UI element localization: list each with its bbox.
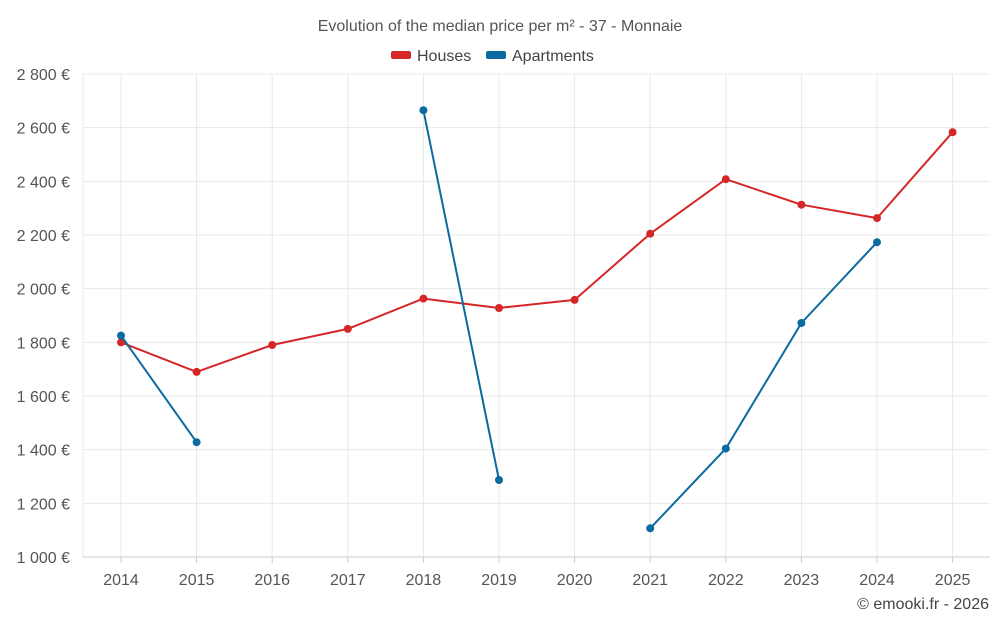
y-gridlines xyxy=(83,73,990,504)
data-point-houses[interactable] xyxy=(117,338,125,347)
data-point-houses[interactable] xyxy=(721,175,730,184)
y-tick-label: 1 000 € xyxy=(17,550,70,567)
data-point-houses[interactable] xyxy=(873,214,881,223)
x-tick-label: 2023 xyxy=(784,572,820,589)
chart-title: Evolution of the median price per m² - 3… xyxy=(318,18,683,35)
series-apartments xyxy=(117,106,881,533)
x-tick-label: 2021 xyxy=(632,572,668,589)
series-layer xyxy=(117,106,957,533)
series-line-apartments xyxy=(120,334,198,444)
legend-swatch-houses xyxy=(391,51,411,59)
data-point-apartments[interactable] xyxy=(721,444,730,453)
chart-credit: © emooki.fr - 2026 xyxy=(857,596,989,613)
series-line-apartments xyxy=(649,241,878,530)
legend-item-apartments[interactable]: Apartments xyxy=(486,48,594,65)
data-point-houses[interactable] xyxy=(343,324,352,333)
data-point-houses[interactable] xyxy=(570,295,579,304)
legend: Houses Apartments xyxy=(391,48,594,65)
data-point-apartments[interactable] xyxy=(646,524,655,533)
legend-label-houses: Houses xyxy=(417,48,471,65)
x-tick-label: 2019 xyxy=(481,572,517,589)
y-tick-label: 2 400 € xyxy=(17,174,70,191)
legend-swatch-apartments xyxy=(486,51,506,59)
data-point-houses[interactable] xyxy=(646,229,655,238)
x-tick-label: 2025 xyxy=(935,572,971,589)
data-point-houses[interactable] xyxy=(495,304,503,312)
y-tick-label: 1 600 € xyxy=(17,389,70,406)
y-tick-label: 2 800 € xyxy=(17,67,70,84)
series-line-apartments xyxy=(422,109,500,481)
y-tick-label: 1 400 € xyxy=(17,443,70,460)
x-axis-ticks: 2014 2015 2016 2017 2018 2019 2020 2021 2022 2023… xyxy=(103,557,970,589)
series-houses xyxy=(117,128,957,376)
data-point-apartments[interactable] xyxy=(495,476,503,484)
y-tick-label: 1 800 € xyxy=(17,335,70,352)
data-point-houses[interactable] xyxy=(192,367,201,376)
data-point-houses[interactable] xyxy=(268,341,277,349)
x-tick-label: 2017 xyxy=(330,572,366,589)
data-point-houses[interactable] xyxy=(419,294,428,303)
y-axis-ticks: 1 000 € 1 200 € 1 400 € 1 600 € 1 800 € 2 000… xyxy=(17,67,70,567)
x-gridlines xyxy=(82,74,954,557)
x-tick-label: 2014 xyxy=(103,572,139,589)
data-point-apartments[interactable] xyxy=(873,238,881,247)
data-point-apartments[interactable] xyxy=(117,331,125,340)
data-point-apartments[interactable] xyxy=(797,319,806,327)
y-tick-label: 2 200 € xyxy=(17,228,70,245)
legend-label-apartments: Apartments xyxy=(512,48,594,65)
x-tick-label: 2016 xyxy=(254,572,290,589)
x-tick-label: 2018 xyxy=(406,572,442,589)
y-tick-label: 2 000 € xyxy=(17,282,70,299)
x-tick-label: 2022 xyxy=(708,572,744,589)
data-point-houses[interactable] xyxy=(948,128,957,137)
x-tick-label: 2024 xyxy=(859,572,895,589)
data-point-apartments[interactable] xyxy=(192,438,201,447)
series-line-houses xyxy=(120,131,954,373)
data-point-apartments[interactable] xyxy=(419,106,428,115)
legend-item-houses[interactable]: Houses xyxy=(391,48,471,65)
data-point-houses[interactable] xyxy=(797,200,806,209)
y-tick-label: 1 200 € xyxy=(17,496,70,513)
x-tick-label: 2015 xyxy=(179,572,215,589)
y-tick-label: 2 600 € xyxy=(17,121,70,138)
x-tick-label: 2020 xyxy=(557,572,593,589)
